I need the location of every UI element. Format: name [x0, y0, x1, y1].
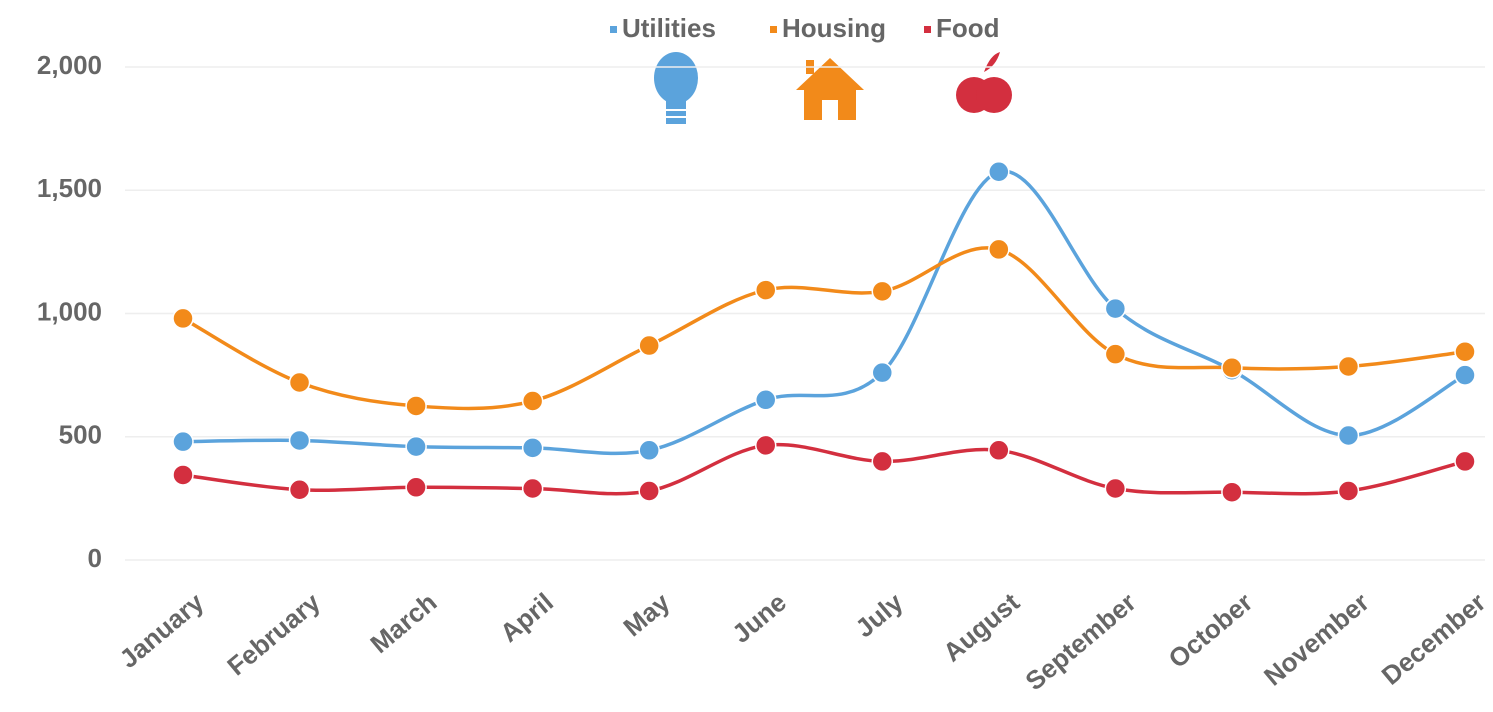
point-marker	[1337, 480, 1360, 502]
point-marker	[988, 238, 1010, 261]
point-marker	[1221, 481, 1243, 503]
x-tick-label: July	[849, 587, 909, 644]
legend-icons	[654, 52, 1012, 124]
legend-label: Food	[936, 13, 1000, 43]
x-tick-label: November	[1258, 587, 1375, 692]
bulb-icon	[654, 52, 698, 124]
series-line	[182, 442, 1466, 496]
x-tick-label: April	[494, 587, 559, 648]
x-tick-label: May	[617, 587, 675, 643]
point-marker	[1337, 424, 1360, 447]
point-marker	[1221, 356, 1243, 379]
x-tick-label: October	[1163, 587, 1259, 674]
legend-swatch	[610, 26, 617, 33]
point-marker	[1104, 343, 1127, 365]
legend-label: Utilities	[622, 13, 716, 43]
legend-swatch	[770, 26, 777, 33]
point-marker	[405, 476, 427, 499]
point-marker	[288, 429, 311, 452]
point-marker	[1454, 340, 1476, 363]
legend-swatch	[924, 26, 931, 33]
y-tick-label: 0	[88, 543, 102, 573]
point-marker	[1454, 364, 1476, 386]
point-marker	[988, 439, 1010, 462]
x-tick-label: June	[726, 587, 792, 649]
point-marker	[405, 395, 427, 417]
point-marker	[871, 280, 894, 303]
x-tick-label: March	[364, 587, 442, 659]
series-line	[182, 246, 1466, 411]
x-tick-label: August	[937, 587, 1025, 668]
point-marker	[754, 434, 777, 457]
point-marker	[288, 478, 311, 501]
legend-label: Housing	[782, 13, 886, 43]
x-tick-label: February	[221, 587, 326, 682]
point-marker	[172, 307, 194, 330]
point-marker	[1104, 297, 1127, 320]
point-marker	[172, 430, 194, 453]
point-marker	[521, 477, 544, 500]
point-marker	[638, 480, 660, 502]
y-tick-label: 2,000	[37, 50, 102, 80]
point-marker	[405, 435, 427, 458]
point-marker	[871, 450, 894, 473]
y-tick-label: 500	[59, 420, 102, 450]
apple-icon	[956, 52, 1012, 113]
point-marker	[288, 371, 311, 394]
point-marker	[521, 437, 544, 459]
point-marker	[521, 390, 544, 412]
point-marker	[871, 361, 894, 384]
point-marker	[988, 161, 1010, 183]
series-line	[182, 169, 1466, 456]
point-marker	[638, 439, 660, 462]
point-marker	[754, 279, 777, 301]
x-tick-label: January	[114, 587, 210, 674]
y-tick-label: 1,500	[37, 173, 102, 203]
y-tick-label: 1,000	[37, 296, 102, 326]
point-marker	[172, 464, 194, 486]
point-marker	[1454, 450, 1476, 473]
point-marker	[638, 334, 660, 357]
point-marker	[1104, 477, 1127, 500]
x-tick-label: September	[1019, 587, 1141, 696]
point-marker	[1337, 355, 1360, 378]
point-marker	[754, 389, 777, 411]
x-tick-label: December	[1376, 587, 1492, 691]
